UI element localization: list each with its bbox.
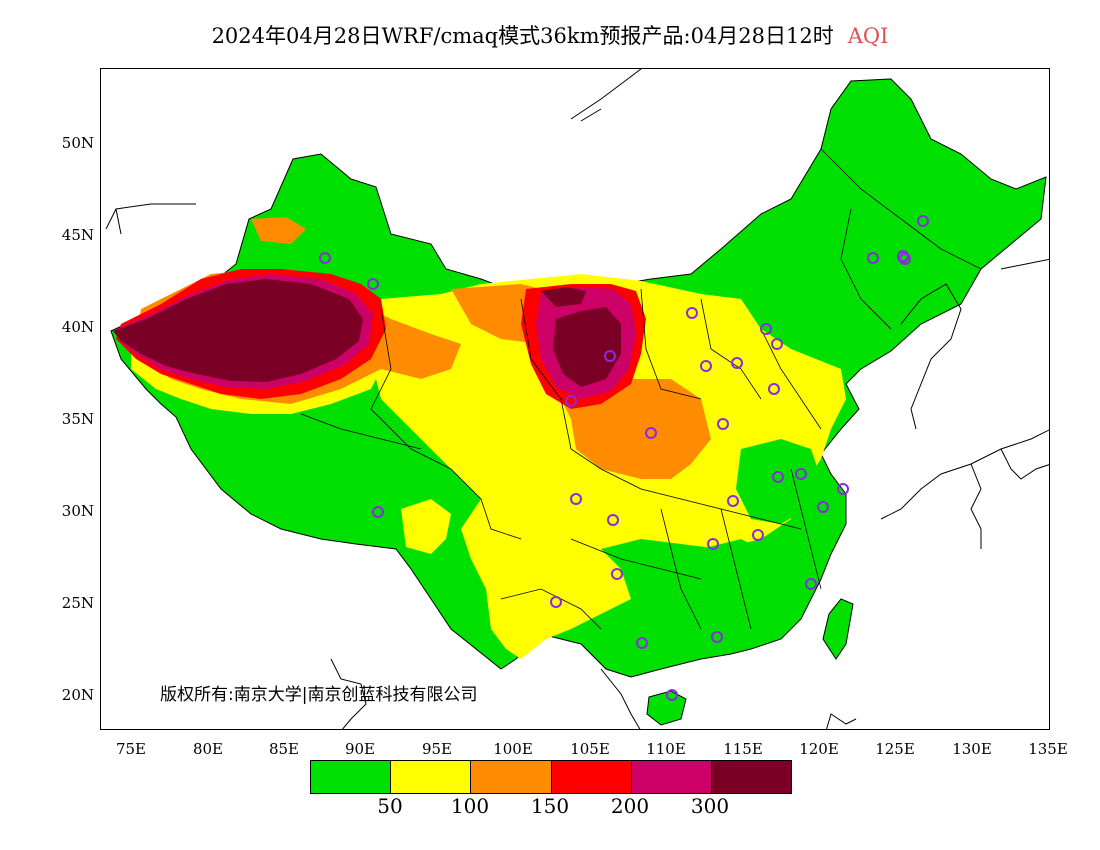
city-marker xyxy=(367,278,379,290)
city-marker xyxy=(319,252,331,264)
city-marker xyxy=(711,631,723,643)
city-marker xyxy=(707,538,719,550)
lat-label: 25N xyxy=(61,594,94,612)
lon-label: 130E xyxy=(952,740,992,758)
city-marker xyxy=(917,215,929,227)
province-boundaries xyxy=(300,148,982,630)
city-marker xyxy=(666,689,678,701)
unhealthy-zone-dzungaria xyxy=(251,217,306,244)
city-marker xyxy=(817,501,829,513)
city-marker xyxy=(686,307,698,319)
legend-label: 150 xyxy=(530,794,570,818)
hazardous-zone-west xyxy=(113,279,363,382)
legend-label: 300 xyxy=(690,794,730,818)
lon-label: 135E xyxy=(1028,740,1068,758)
city-marker xyxy=(771,338,783,350)
city-marker xyxy=(727,495,739,507)
lat-label: 45N xyxy=(61,226,94,244)
city-marker xyxy=(837,483,849,495)
map-title: 2024年04月28日WRF/cmaq模式36km预报产品:04月28日12时 A… xyxy=(0,20,1100,50)
city-marker xyxy=(636,637,648,649)
city-marker xyxy=(897,251,909,263)
lat-label: 35N xyxy=(61,410,94,428)
hazardous-zone-north xyxy=(541,287,586,307)
city-marker xyxy=(372,506,384,518)
city-marker xyxy=(867,252,879,264)
lon-label: 95E xyxy=(421,740,453,758)
lat-label: 20N xyxy=(61,686,94,704)
city-marker xyxy=(565,395,577,407)
lat-label: 30N xyxy=(61,502,94,520)
hazardous-zone-central xyxy=(553,307,621,387)
legend-swatch-good xyxy=(311,761,392,793)
lon-label: 85E xyxy=(268,740,300,758)
legend-swatch-hazardous xyxy=(711,761,792,793)
city-marker xyxy=(768,383,780,395)
lon-label: 110E xyxy=(646,740,686,758)
lon-label: 115E xyxy=(723,740,763,758)
taiwan-island xyxy=(822,598,854,660)
lon-label: 80E xyxy=(192,740,224,758)
city-marker xyxy=(550,596,562,608)
lon-label: 100E xyxy=(493,740,533,758)
city-marker xyxy=(731,357,743,369)
city-marker xyxy=(700,360,712,372)
lon-label: 90E xyxy=(344,740,376,758)
city-marker xyxy=(607,514,619,526)
city-marker xyxy=(772,471,784,483)
city-marker xyxy=(570,493,582,505)
map-panel xyxy=(100,68,1050,730)
legend-swatch-sensitive xyxy=(471,761,552,793)
legend-swatch-very-unhealthy xyxy=(631,761,712,793)
lon-label: 120E xyxy=(799,740,839,758)
lat-label: 50N xyxy=(61,134,94,152)
legend-label: 200 xyxy=(610,794,650,818)
title-text: 2024年04月28日WRF/cmaq模式36km预报产品:04月28日12时 xyxy=(211,24,834,48)
city-marker xyxy=(899,253,911,265)
lon-label: 125E xyxy=(875,740,915,758)
aqi-map xyxy=(105,69,1049,729)
moderate-zone-sw xyxy=(401,499,451,554)
legend-colorbar xyxy=(310,760,792,794)
city-markers xyxy=(319,215,929,701)
legend-swatch-unhealthy xyxy=(551,761,632,793)
city-marker xyxy=(760,323,772,335)
lon-label: 105E xyxy=(570,740,610,758)
legend-label: 100 xyxy=(450,794,490,818)
neighbor-outlines xyxy=(105,69,1049,729)
copyright-text: 版权所有:南京大学|南京创蓝科技有限公司 xyxy=(160,685,478,705)
legend-label: 50 xyxy=(377,794,403,818)
city-marker xyxy=(611,568,623,580)
good-zone-southeast xyxy=(671,539,801,649)
city-marker xyxy=(645,427,657,439)
city-marker xyxy=(795,468,807,480)
city-marker xyxy=(717,418,729,430)
city-marker xyxy=(752,529,764,541)
title-variable: AQI xyxy=(847,24,889,48)
legend-swatch-moderate xyxy=(391,761,472,793)
city-marker xyxy=(805,578,817,590)
lon-label: 75E xyxy=(115,740,147,758)
lat-label: 40N xyxy=(61,318,94,336)
city-marker xyxy=(604,350,616,362)
